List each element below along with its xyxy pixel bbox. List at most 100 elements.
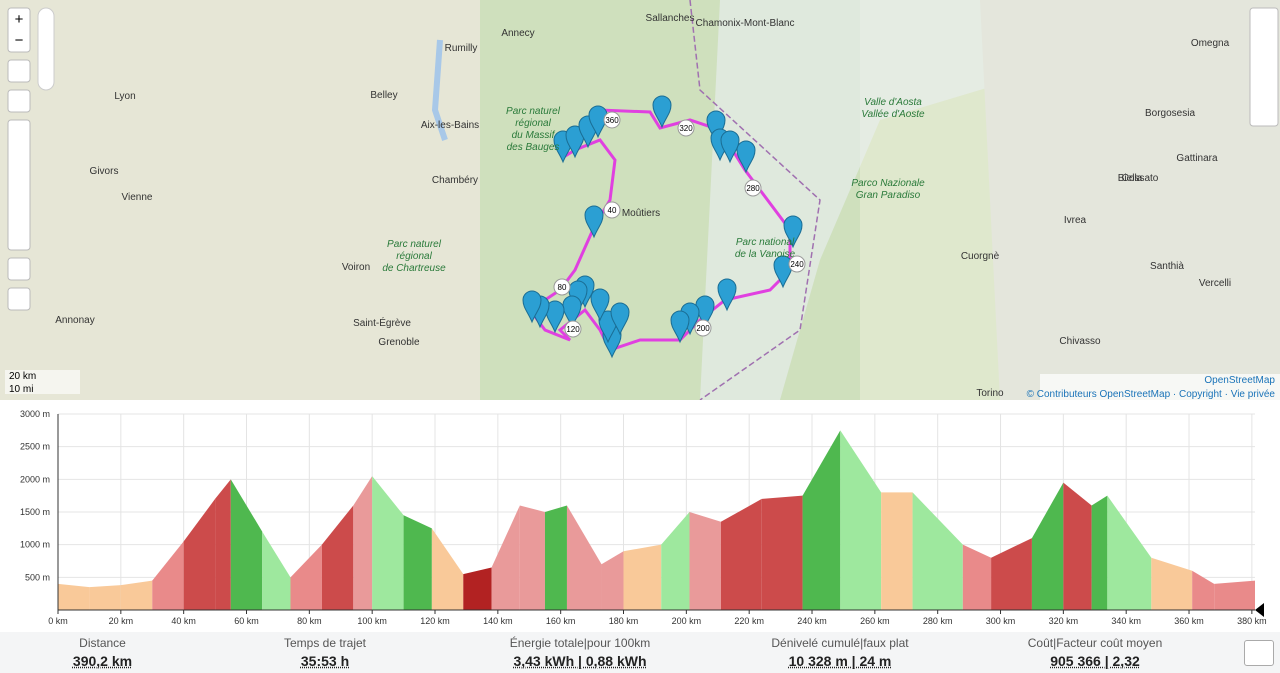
map-label: régional <box>396 251 432 262</box>
map-label: Vercelli <box>1199 278 1231 289</box>
map-label: Borgosesia <box>1145 108 1195 119</box>
elevation-segment <box>353 476 373 610</box>
elevation-segment <box>802 430 841 610</box>
elevation-segment <box>89 585 121 610</box>
end-marker <box>1255 603 1264 617</box>
map-label: Chamonix-Mont-Blanc <box>696 18 795 29</box>
map-label: Moûtiers <box>622 208 660 219</box>
map-label: Vallée d'Aoste <box>861 109 925 120</box>
elevation-segment <box>1151 557 1193 610</box>
x-tick-label: 140 km <box>483 616 513 626</box>
elevation-segment <box>372 476 404 610</box>
waypoint-pin <box>736 140 756 174</box>
map-label: Aix-les-Bains <box>421 120 479 131</box>
map-label: Cuorgnè <box>961 251 1000 262</box>
map-label: Parc naturel <box>506 106 561 117</box>
opacity-slider[interactable] <box>37 7 55 91</box>
stat: Dénivelé cumulé|faux plat 10 328 m | 24 m <box>715 632 965 673</box>
elevation-segment <box>720 498 762 610</box>
stat-value: 3,43 kWh | 0,88 kWh <box>513 653 647 669</box>
x-tick-label: 20 km <box>109 616 134 626</box>
stat-label: Coût|Facteur coût moyen <box>1027 636 1163 650</box>
elevation-chart: 500 m 1000 m 1500 m 2000 m 2500 m 3000 m 0 km 2… <box>20 409 1267 626</box>
elevation-segment <box>881 492 913 610</box>
elevation-segment <box>840 430 882 610</box>
y-tick-label: 500 m <box>25 572 50 582</box>
y-tick-label: 3000 m <box>20 409 50 419</box>
elevation-segment <box>1063 482 1092 610</box>
search-button[interactable] <box>7 89 31 113</box>
x-tick-label: 40 km <box>171 616 196 626</box>
draw-toolbar[interactable] <box>7 119 31 251</box>
map-label: de Chartreuse <box>382 263 446 274</box>
x-tick-label: 380 km <box>1237 616 1267 626</box>
elevation-segment <box>290 544 322 610</box>
elevation-segment <box>962 544 992 610</box>
waypoints <box>522 95 803 359</box>
elevation-segment <box>463 567 492 610</box>
map-label: du Massif <box>512 130 556 141</box>
attribution[interactable]: © Contributeurs OpenStreetMap · Copyrigh… <box>1027 389 1276 400</box>
zoom-out[interactable]: − <box>15 32 24 49</box>
elevation-segment <box>544 505 567 610</box>
waypoint-pin <box>783 215 803 249</box>
route-km-label: 280 <box>746 184 760 193</box>
scale-km: 20 km <box>9 371 36 382</box>
waypoint-pin <box>522 290 542 324</box>
map-label: Sallanches <box>646 13 695 24</box>
route-km-label: 360 <box>605 116 619 125</box>
stat: Distance 390,2 km <box>0 632 205 673</box>
elevation-segment <box>262 531 291 610</box>
border <box>689 0 821 400</box>
elevation-segment <box>183 498 216 610</box>
locate-button[interactable] <box>7 59 31 83</box>
waypoint-pin <box>652 95 672 129</box>
elevation-segment <box>321 505 354 610</box>
route-km-label: 320 <box>679 124 693 133</box>
scale: 20 km 10 mi <box>5 370 80 395</box>
route-km-label: 40 <box>608 206 617 215</box>
elevation-segment <box>215 479 231 610</box>
osm-link[interactable]: OpenStreetMap <box>1204 375 1275 386</box>
elevation-button[interactable] <box>7 287 31 311</box>
map-label: Voiron <box>342 262 370 273</box>
y-tick-label: 1000 m <box>20 540 50 550</box>
map-label: Annonay <box>55 315 94 326</box>
elevation-segment <box>623 544 662 610</box>
elevation-segment <box>566 505 602 610</box>
stat: Temps de trajet 35:53 h <box>205 632 445 673</box>
x-tick-label: 260 km <box>860 616 890 626</box>
y-tick-label: 2000 m <box>20 474 50 484</box>
elevation-segment <box>1192 570 1215 610</box>
stat-value: 35:53 h <box>300 653 350 669</box>
map-label: Rumilly <box>445 43 478 54</box>
import-button[interactable] <box>7 257 31 281</box>
map-label: Biella <box>1118 173 1143 184</box>
zoom-in[interactable]: + <box>15 11 24 28</box>
route-km-label: 200 <box>696 324 710 333</box>
map-label: Torino <box>976 388 1004 399</box>
route-km-marker <box>788 255 806 273</box>
map-label: Grenoble <box>378 337 420 348</box>
elevation-segment <box>58 583 90 610</box>
x-tick-label: 120 km <box>420 616 450 626</box>
waypoint-pin <box>610 302 630 336</box>
land <box>0 0 520 400</box>
elevation-segment <box>1107 495 1152 610</box>
map-label: Annecy <box>501 28 534 39</box>
stat-label: Dénivelé cumulé|faux plat <box>771 636 909 650</box>
elevation-segment <box>152 541 184 610</box>
waypoint-pin <box>670 310 690 344</box>
map-label: des Bauges <box>507 142 560 153</box>
map-label: de la Vanoise <box>735 249 796 260</box>
route-km-marker <box>744 179 762 197</box>
elevation-segment <box>661 512 690 610</box>
layers-toolbar[interactable] <box>1249 7 1279 127</box>
toggle-elevation[interactable] <box>1244 640 1274 666</box>
elevation-segment <box>230 479 263 610</box>
stat: Énergie totale|pour 100km 3,43 kWh | 0,88… <box>445 632 715 673</box>
zoom-control[interactable] <box>7 7 31 53</box>
map-label: régional <box>515 118 551 129</box>
x-tick-label: 80 km <box>297 616 322 626</box>
